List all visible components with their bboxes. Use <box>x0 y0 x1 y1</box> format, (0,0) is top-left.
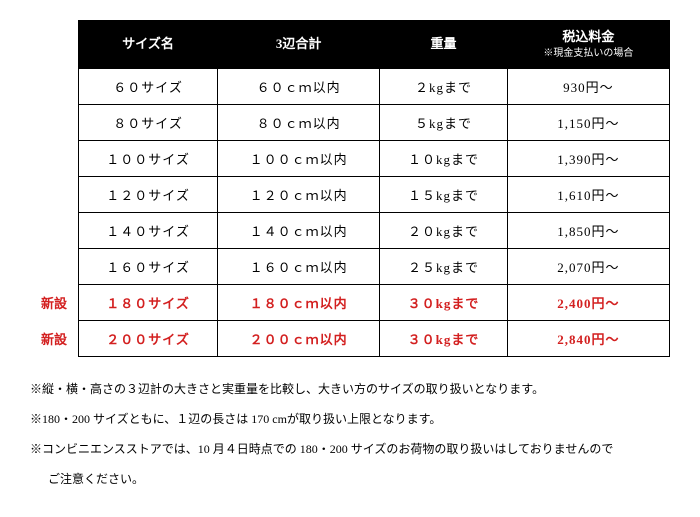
label-header-spacer <box>30 20 78 68</box>
label-empty <box>30 248 78 284</box>
cell-price: 2,400円～ <box>507 285 669 321</box>
label-empty <box>30 104 78 140</box>
cell-price: 1,850円～ <box>507 213 669 249</box>
cell-size: １８０サイズ <box>79 285 218 321</box>
cell-size: ８０サイズ <box>79 105 218 141</box>
label-empty <box>30 176 78 212</box>
table-row: ６０サイズ６０ｃｍ以内２kgまで930円～ <box>79 69 670 105</box>
footnotes: ※縦・横・高さの３辺計の大きさと実重量を比較し、大きい方のサイズの取り扱いとなり… <box>30 377 670 491</box>
cell-dim: １８０ｃｍ以内 <box>218 285 380 321</box>
footnote-line: ご注意ください。 <box>30 467 670 491</box>
cell-weight: ２０kgまで <box>380 213 507 249</box>
pricing-table-wrap: 新設新設 サイズ名 3辺合計 重量 税込料金 ※現金支払いの場合 ６０サイズ６０… <box>30 20 670 357</box>
cell-dim: ６０ｃｍ以内 <box>218 69 380 105</box>
pricing-table: サイズ名 3辺合計 重量 税込料金 ※現金支払いの場合 ６０サイズ６０ｃｍ以内２… <box>78 20 670 357</box>
cell-weight: ２kgまで <box>380 69 507 105</box>
label-empty <box>30 212 78 248</box>
footnote-line: ※縦・横・高さの３辺計の大きさと実重量を比較し、大きい方のサイズの取り扱いとなり… <box>30 377 670 401</box>
cell-size: １２０サイズ <box>79 177 218 213</box>
table-row: １６０サイズ１６０ｃｍ以内２５kgまで2,070円～ <box>79 249 670 285</box>
cell-price: 2,840円～ <box>507 321 669 357</box>
cell-dim: １２０ｃｍ以内 <box>218 177 380 213</box>
table-row: １００サイズ１００ｃｍ以内１０kgまで1,390円～ <box>79 141 670 177</box>
label-empty <box>30 68 78 104</box>
label-empty <box>30 140 78 176</box>
table-row: ２００サイズ２００ｃｍ以内３０kgまで2,840円～ <box>79 321 670 357</box>
cell-price: 1,610円～ <box>507 177 669 213</box>
cell-weight: ３０kgまで <box>380 285 507 321</box>
new-badge: 新設 <box>30 320 78 356</box>
cell-price: 2,070円～ <box>507 249 669 285</box>
cell-weight: １０kgまで <box>380 141 507 177</box>
header-weight: 重量 <box>380 21 507 69</box>
pricing-tbody: ６０サイズ６０ｃｍ以内２kgまで930円～８０サイズ８０ｃｍ以内５kgまで1,1… <box>79 69 670 357</box>
cell-weight: ２５kgまで <box>380 249 507 285</box>
table-row: １４０サイズ１４０ｃｍ以内２０kgまで1,850円～ <box>79 213 670 249</box>
new-badge: 新設 <box>30 284 78 320</box>
cell-dim: ８０ｃｍ以内 <box>218 105 380 141</box>
cell-dim: １６０ｃｍ以内 <box>218 249 380 285</box>
cell-weight: ３０kgまで <box>380 321 507 357</box>
footnote-line: ※180・200 サイズともに、１辺の長さは 170 cmが取り扱い上限となりま… <box>30 407 670 431</box>
cell-size: １４０サイズ <box>79 213 218 249</box>
header-price-main: 税込料金 <box>562 29 614 44</box>
cell-dim: １００ｃｍ以内 <box>218 141 380 177</box>
cell-size: ２００サイズ <box>79 321 218 357</box>
table-row: １２０サイズ１２０ｃｍ以内１５kgまで1,610円～ <box>79 177 670 213</box>
cell-price: 930円～ <box>507 69 669 105</box>
table-row: ８０サイズ８０ｃｍ以内５kgまで1,150円～ <box>79 105 670 141</box>
cell-weight: １５kgまで <box>380 177 507 213</box>
cell-weight: ５kgまで <box>380 105 507 141</box>
cell-dim: １４０ｃｍ以内 <box>218 213 380 249</box>
cell-price: 1,150円～ <box>507 105 669 141</box>
footnote-line: ※コンビニエンスストアでは、10 月４日時点での 180・200 サイズのお荷物… <box>30 437 670 461</box>
table-row: １８０サイズ１８０ｃｍ以内３０kgまで2,400円～ <box>79 285 670 321</box>
header-row: サイズ名 3辺合計 重量 税込料金 ※現金支払いの場合 <box>79 21 670 69</box>
cell-size: １００サイズ <box>79 141 218 177</box>
new-labels-column: 新設新設 <box>30 20 78 357</box>
cell-price: 1,390円～ <box>507 141 669 177</box>
header-price: 税込料金 ※現金支払いの場合 <box>507 21 669 69</box>
cell-dim: ２００ｃｍ以内 <box>218 321 380 357</box>
cell-size: １６０サイズ <box>79 249 218 285</box>
header-dim: 3辺合計 <box>218 21 380 69</box>
cell-size: ６０サイズ <box>79 69 218 105</box>
header-size: サイズ名 <box>79 21 218 69</box>
header-price-sub: ※現金支払いの場合 <box>518 47 659 60</box>
